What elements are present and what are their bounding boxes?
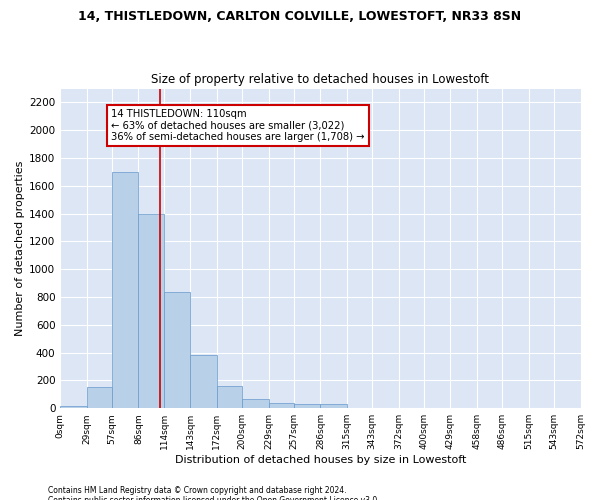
Bar (112, 172, 139, 408)
Text: 14 THISTLEDOWN: 110sqm
← 63% of detached houses are smaller (3,022)
36% of semi-: 14 THISTLEDOWN: 110sqm ← 63% of detached… (111, 108, 365, 142)
Bar (139, 214, 164, 408)
X-axis label: Distribution of detached houses by size in Lowestoft: Distribution of detached houses by size … (175, 455, 466, 465)
Bar (217, 386, 242, 408)
Title: Size of property relative to detached houses in Lowestoft: Size of property relative to detached ho… (151, 73, 490, 86)
Bar (164, 292, 190, 408)
Bar (320, 404, 347, 408)
Text: Contains public sector information licensed under the Open Government Licence v3: Contains public sector information licen… (48, 496, 380, 500)
Bar (86, 386, 112, 408)
Bar (190, 356, 217, 408)
Bar (294, 404, 320, 408)
Text: 14, THISTLEDOWN, CARLTON COLVILLE, LOWESTOFT, NR33 8SN: 14, THISTLEDOWN, CARLTON COLVILLE, LOWES… (79, 10, 521, 23)
Y-axis label: Number of detached properties: Number of detached properties (15, 160, 25, 336)
Text: Contains HM Land Registry data © Crown copyright and database right 2024.: Contains HM Land Registry data © Crown c… (48, 486, 347, 495)
Bar (242, 399, 269, 408)
Bar (269, 403, 294, 408)
Bar (60, 406, 86, 408)
